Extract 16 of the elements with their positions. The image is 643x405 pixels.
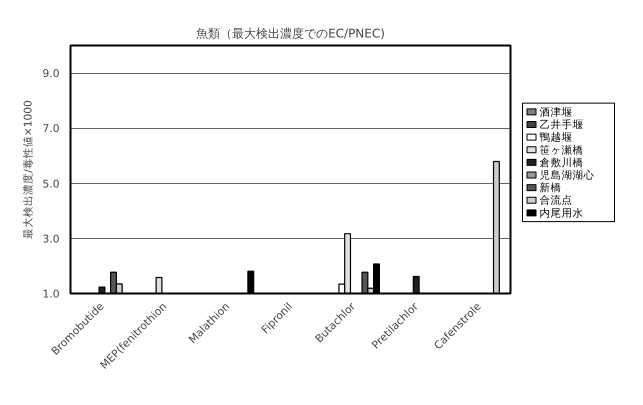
y-axis-title: 最大検出濃度/毒性値×1000 xyxy=(22,100,35,239)
legend-label: 児島湖湖心 xyxy=(540,168,594,182)
legend-label: 笹ヶ瀬橋 xyxy=(540,143,584,156)
legend-label: 内尾用水 xyxy=(540,206,584,220)
legend-label: 乙井手堰 xyxy=(540,118,584,132)
legend-label: 鴨越堰 xyxy=(540,130,572,144)
chart-title: 魚類（最大検出濃度でのEC/PNEC) xyxy=(196,26,385,40)
legend-label: 酒津堰 xyxy=(540,105,572,118)
y-tick-label: 9.0 xyxy=(42,67,60,80)
legend-label: 新橋 xyxy=(540,181,562,194)
y-tick-label: 3.0 xyxy=(42,232,60,246)
legend-label: 合流点 xyxy=(540,194,572,207)
legend-label: 倉敷川橋 xyxy=(540,156,584,169)
y-tick-label: 5.0 xyxy=(42,177,60,190)
y-tick-label: 1.0 xyxy=(42,288,60,300)
y-tick-label: 7.0 xyxy=(42,122,60,136)
